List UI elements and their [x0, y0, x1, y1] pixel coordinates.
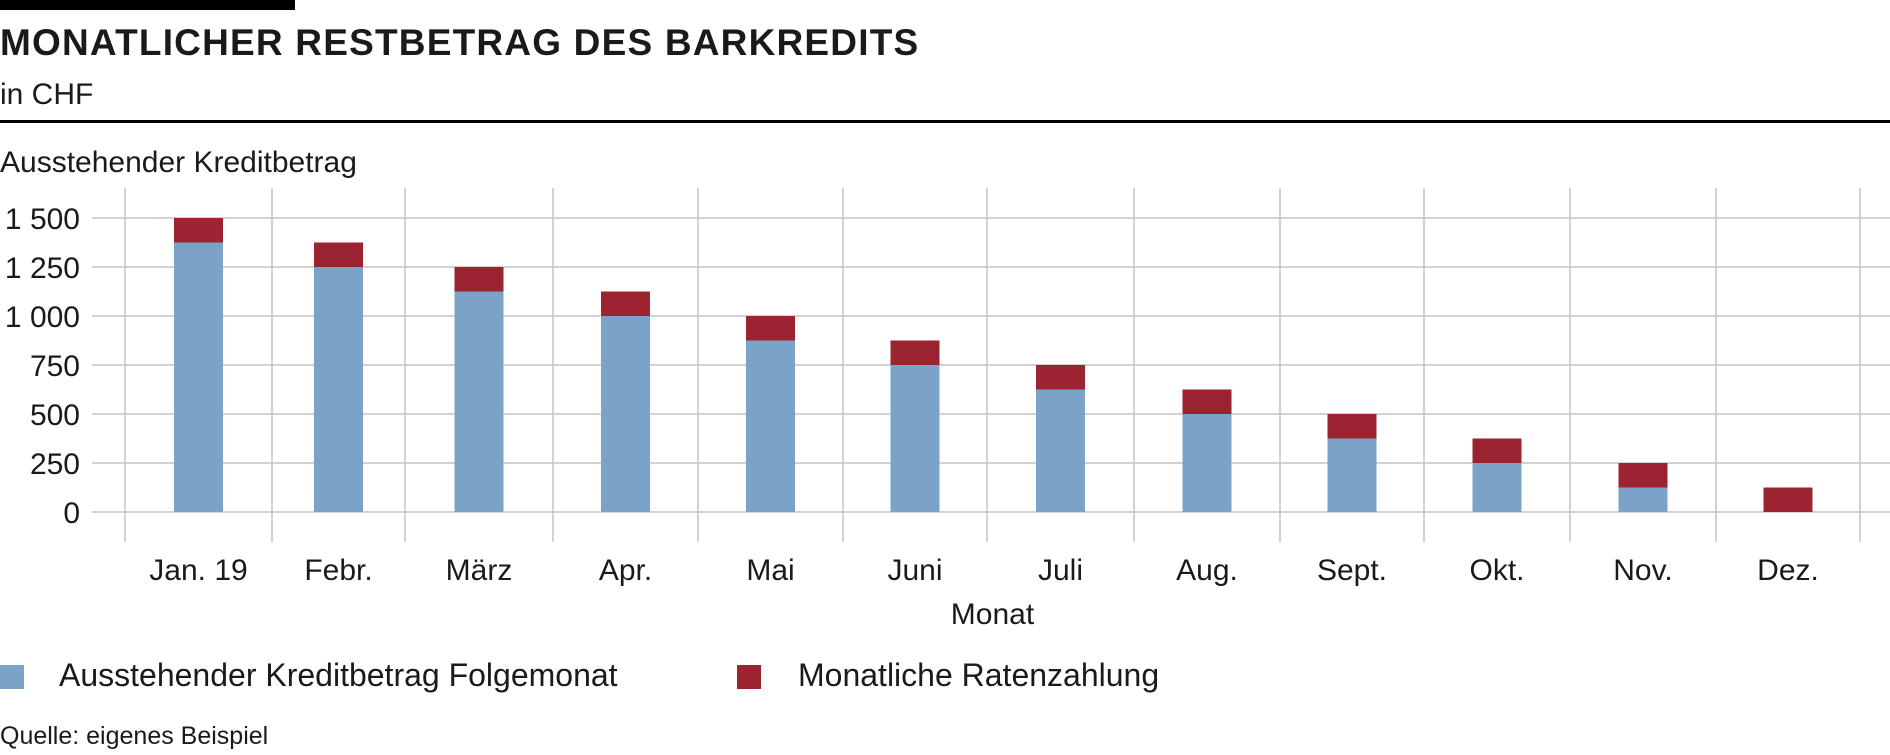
source-note: Quelle: eigenes Beispiel — [0, 722, 269, 750]
chart-subtitle: in CHF — [0, 78, 94, 111]
bar-payment — [1472, 438, 1522, 463]
bar-remaining — [314, 267, 363, 512]
bar-payment — [1618, 463, 1668, 488]
x-tick-label: Mai — [746, 554, 794, 587]
bar-remaining — [1036, 389, 1085, 512]
y-tick-label: 0 — [63, 497, 80, 530]
x-tick-label: Febr. — [304, 554, 372, 587]
bar-payment — [601, 291, 650, 316]
bar-chart: 0 250 500 750 1 000 1 250 1 500 Jan. 19 Febr. Mär… — [5, 188, 1890, 631]
y-tick-label: 1 500 — [5, 203, 80, 236]
bar-payment — [174, 218, 223, 243]
x-tick-label: Sept. — [1317, 554, 1387, 587]
y-tick-label: 750 — [30, 350, 80, 383]
bar-remaining — [1618, 487, 1668, 512]
bar-remaining — [890, 365, 940, 512]
y-tick-label: 250 — [30, 448, 80, 481]
x-tick-label: Aug. — [1176, 554, 1238, 587]
bar-payment — [746, 316, 795, 341]
top-accent-bar — [0, 0, 295, 10]
y-tick-label: 1 000 — [5, 301, 80, 334]
bar-remaining — [1327, 438, 1377, 512]
y-tick-label: 500 — [30, 399, 80, 432]
bar-remaining — [454, 291, 504, 512]
bar-payment — [1036, 365, 1085, 390]
x-tick-label: Nov. — [1613, 554, 1672, 587]
bar-payment — [314, 242, 363, 267]
bar-payment — [890, 340, 940, 365]
bar-remaining — [174, 242, 223, 512]
y-axis-title: Ausstehender Kreditbetrag — [0, 146, 357, 179]
chart-title: MONATLICHER RESTBETRAG DES BARKREDITS — [0, 22, 920, 63]
bar-payment — [454, 267, 504, 292]
x-axis-title: Monat — [951, 598, 1035, 631]
bar-remaining — [746, 340, 795, 512]
bar-remaining — [601, 316, 650, 512]
x-tick-label: Okt. — [1469, 554, 1524, 587]
header-divider — [0, 120, 1890, 123]
legend-label-payment: Monatliche Ratenzahlung — [798, 657, 1160, 693]
x-tick-label: Dez. — [1757, 554, 1819, 587]
bar-remaining — [1472, 463, 1522, 512]
bar-payment — [1327, 414, 1377, 439]
bar-remaining — [1182, 414, 1232, 512]
x-tick-label: Jan. 19 — [149, 554, 247, 587]
bar-payment — [1182, 389, 1232, 414]
x-tick-label: Juli — [1038, 554, 1083, 587]
legend-swatch-remaining — [0, 665, 24, 689]
y-tick-label: 1 250 — [5, 252, 80, 285]
bar-payment — [1763, 487, 1813, 512]
x-tick-label: März — [446, 554, 513, 587]
legend-label-remaining: Ausstehender Kreditbetrag Folgemonat — [59, 657, 618, 693]
legend-swatch-payment — [737, 665, 761, 689]
x-tick-label: Juni — [887, 554, 942, 587]
x-tick-label: Apr. — [599, 554, 652, 587]
